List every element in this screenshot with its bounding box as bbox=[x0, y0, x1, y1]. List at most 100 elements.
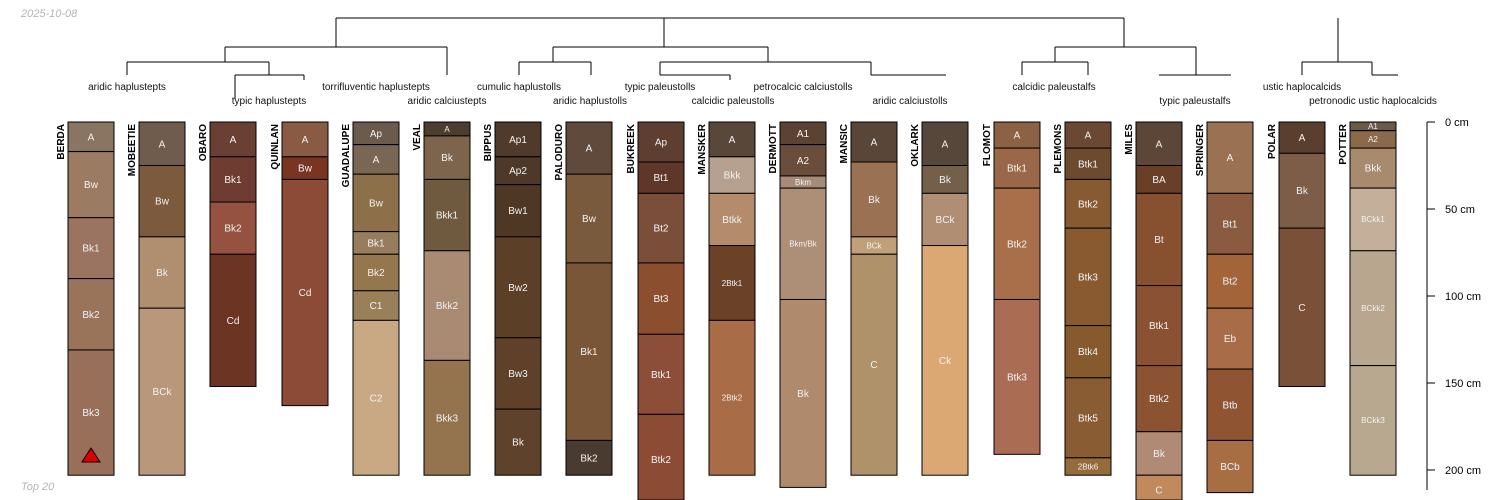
horizon-bw3 bbox=[494, 337, 542, 410]
horizon-bk bbox=[850, 161, 898, 238]
profile-name: QUINLAN bbox=[270, 124, 281, 170]
horizon-label: Bk2 bbox=[580, 453, 598, 464]
horizon-label: Bw bbox=[155, 197, 170, 208]
horizon-bw bbox=[565, 173, 613, 264]
horizon-label: Btk1 bbox=[651, 370, 671, 381]
horizon-label: BCkk2 bbox=[1361, 304, 1385, 313]
profile-polar: POLAR A Bk C bbox=[1267, 121, 1326, 387]
profile-name: BERDA bbox=[56, 124, 67, 160]
horizon-label: C1 bbox=[370, 301, 383, 312]
taxon-label-aridic-calciustolls: aridic calciustolls bbox=[872, 96, 947, 107]
horizon-label: Bk1 bbox=[224, 175, 242, 186]
horizon-label: C bbox=[870, 360, 877, 371]
horizon-label: Bk bbox=[1153, 449, 1166, 460]
horizon-bkm-bk bbox=[779, 187, 827, 300]
profile-springer: SPRINGER A Bt1 Bt2 Eb Btb BCb bbox=[1195, 121, 1254, 494]
profile-quinlan: QUINLAN A Bw Cd bbox=[270, 121, 329, 407]
horizon-label: BCb bbox=[1220, 462, 1240, 473]
horizon-btk1 bbox=[637, 333, 685, 415]
horizon-bt1 bbox=[637, 161, 685, 194]
horizon-label: BCkk3 bbox=[1361, 416, 1385, 425]
horizon-label: Bk1 bbox=[580, 347, 598, 358]
horizon-label: Bt2 bbox=[653, 224, 668, 235]
horizon-bk1 bbox=[67, 217, 115, 280]
profile-flomot: FLOMOT A Btk1 Btk2 Btk3 bbox=[982, 121, 1041, 455]
horizon-label: Bk bbox=[512, 438, 525, 449]
horizon-label: Bw3 bbox=[508, 369, 528, 380]
horizon-bk bbox=[779, 298, 827, 488]
horizon-label: A bbox=[586, 144, 593, 155]
horizon-eb bbox=[1206, 307, 1254, 370]
horizon-label: A bbox=[373, 155, 380, 166]
horizon-label: Bkm bbox=[795, 178, 811, 187]
profile-mansker: MANSKER A Bkk Btkk 2Btk1 2Btk2 bbox=[697, 121, 756, 476]
horizon-bk2 bbox=[209, 201, 257, 255]
taxon-label-typic-paleustalfs: typic paleustalfs bbox=[1159, 96, 1230, 107]
profile-name: VEAL bbox=[412, 124, 423, 151]
profile-bippus: BIPPUS Ap1 Ap2 Bw1 Bw2 Bw3 Bk bbox=[483, 121, 542, 476]
horizon-label: A bbox=[871, 138, 878, 149]
horizon-label: Bw bbox=[369, 198, 384, 209]
horizon-label: A bbox=[159, 139, 166, 150]
horizon-label: A bbox=[302, 135, 309, 146]
horizon-label: BCkk1 bbox=[1361, 215, 1385, 224]
profile-name: POTTER bbox=[1338, 123, 1349, 164]
horizon-label: Ap bbox=[370, 129, 383, 140]
horizon-label: A bbox=[230, 135, 237, 146]
horizon-label: 2Btk2 bbox=[722, 394, 743, 403]
horizon-btk2 bbox=[637, 413, 685, 500]
profile-name: MANSKER bbox=[697, 123, 708, 174]
horizon-bck bbox=[921, 192, 969, 247]
horizon-bk1 bbox=[209, 156, 257, 203]
horizon-label: Bt1 bbox=[653, 173, 668, 184]
horizon-label: Cd bbox=[299, 288, 312, 299]
horizon-bcb bbox=[1206, 439, 1254, 494]
horizon-bk2 bbox=[565, 439, 613, 476]
horizon-bkk2 bbox=[423, 250, 471, 361]
horizon-bkk1 bbox=[423, 178, 471, 252]
taxon-label-calcidic-paleustalfs: calcidic paleustalfs bbox=[1012, 82, 1095, 93]
depth-tick-label: 0 cm bbox=[1445, 117, 1469, 129]
profile-miles: MILES A BA Bt Btk1 Btk2 Bk C bbox=[1124, 121, 1183, 500]
horizon-label: Bw2 bbox=[508, 283, 528, 294]
horizon-label: A bbox=[729, 135, 736, 146]
horizon-bw1 bbox=[494, 184, 542, 238]
horizon-label: Bt2 bbox=[1222, 277, 1237, 288]
horizon-label: Btk5 bbox=[1078, 413, 1098, 424]
horizon-btk1 bbox=[993, 147, 1041, 189]
horizon-label: A2 bbox=[1368, 135, 1378, 144]
horizon-label: C bbox=[1155, 486, 1162, 497]
taxon-label-aridic-haplustepts: aridic haplustepts bbox=[88, 82, 166, 93]
horizon-label: Btk3 bbox=[1007, 372, 1027, 383]
profile-name: OKLARK bbox=[910, 123, 921, 167]
horizon-bt2 bbox=[1206, 253, 1254, 309]
horizon-ap1 bbox=[494, 121, 542, 158]
horizon-label: Btk2 bbox=[1149, 394, 1169, 405]
horizon-ck bbox=[921, 245, 969, 476]
horizon-btk5 bbox=[1064, 377, 1112, 459]
horizon-label: Btk4 bbox=[1078, 347, 1098, 358]
horizon-label: Cd bbox=[227, 316, 240, 327]
horizon-label: A bbox=[88, 132, 95, 143]
profile-name: OBARO bbox=[198, 124, 209, 161]
horizon-label: Btk1 bbox=[1149, 321, 1169, 332]
horizon-bkk bbox=[1349, 147, 1397, 189]
horizon-label: Eb bbox=[1224, 334, 1237, 345]
depth-tick-label: 100 cm bbox=[1445, 291, 1481, 303]
taxon-label-typic-paleustolls: typic paleustolls bbox=[625, 82, 696, 93]
taxon-label-aridic-calciustepts: aridic calciustepts bbox=[408, 96, 487, 107]
horizon-label: A bbox=[942, 139, 949, 150]
horizon-label: Bkk2 bbox=[436, 301, 459, 312]
horizon-label: Bk1 bbox=[367, 238, 385, 249]
profile-mobeetie: MOBEETIE A Bw Bk BCk bbox=[127, 121, 186, 476]
horizon-label: Bw bbox=[582, 214, 597, 225]
horizon-cd bbox=[209, 253, 257, 387]
horizon-label: Bw1 bbox=[508, 206, 528, 217]
profile-bukreek: BUKREEK Ap Bt1 Bt2 Bt3 Btk1 Btk2 bbox=[626, 121, 685, 500]
horizon-label: BCk bbox=[866, 241, 882, 250]
horizon-label: BCk bbox=[153, 387, 173, 398]
profile-name: POLAR bbox=[1267, 123, 1278, 159]
horizon-label: Btk1 bbox=[1078, 159, 1098, 170]
